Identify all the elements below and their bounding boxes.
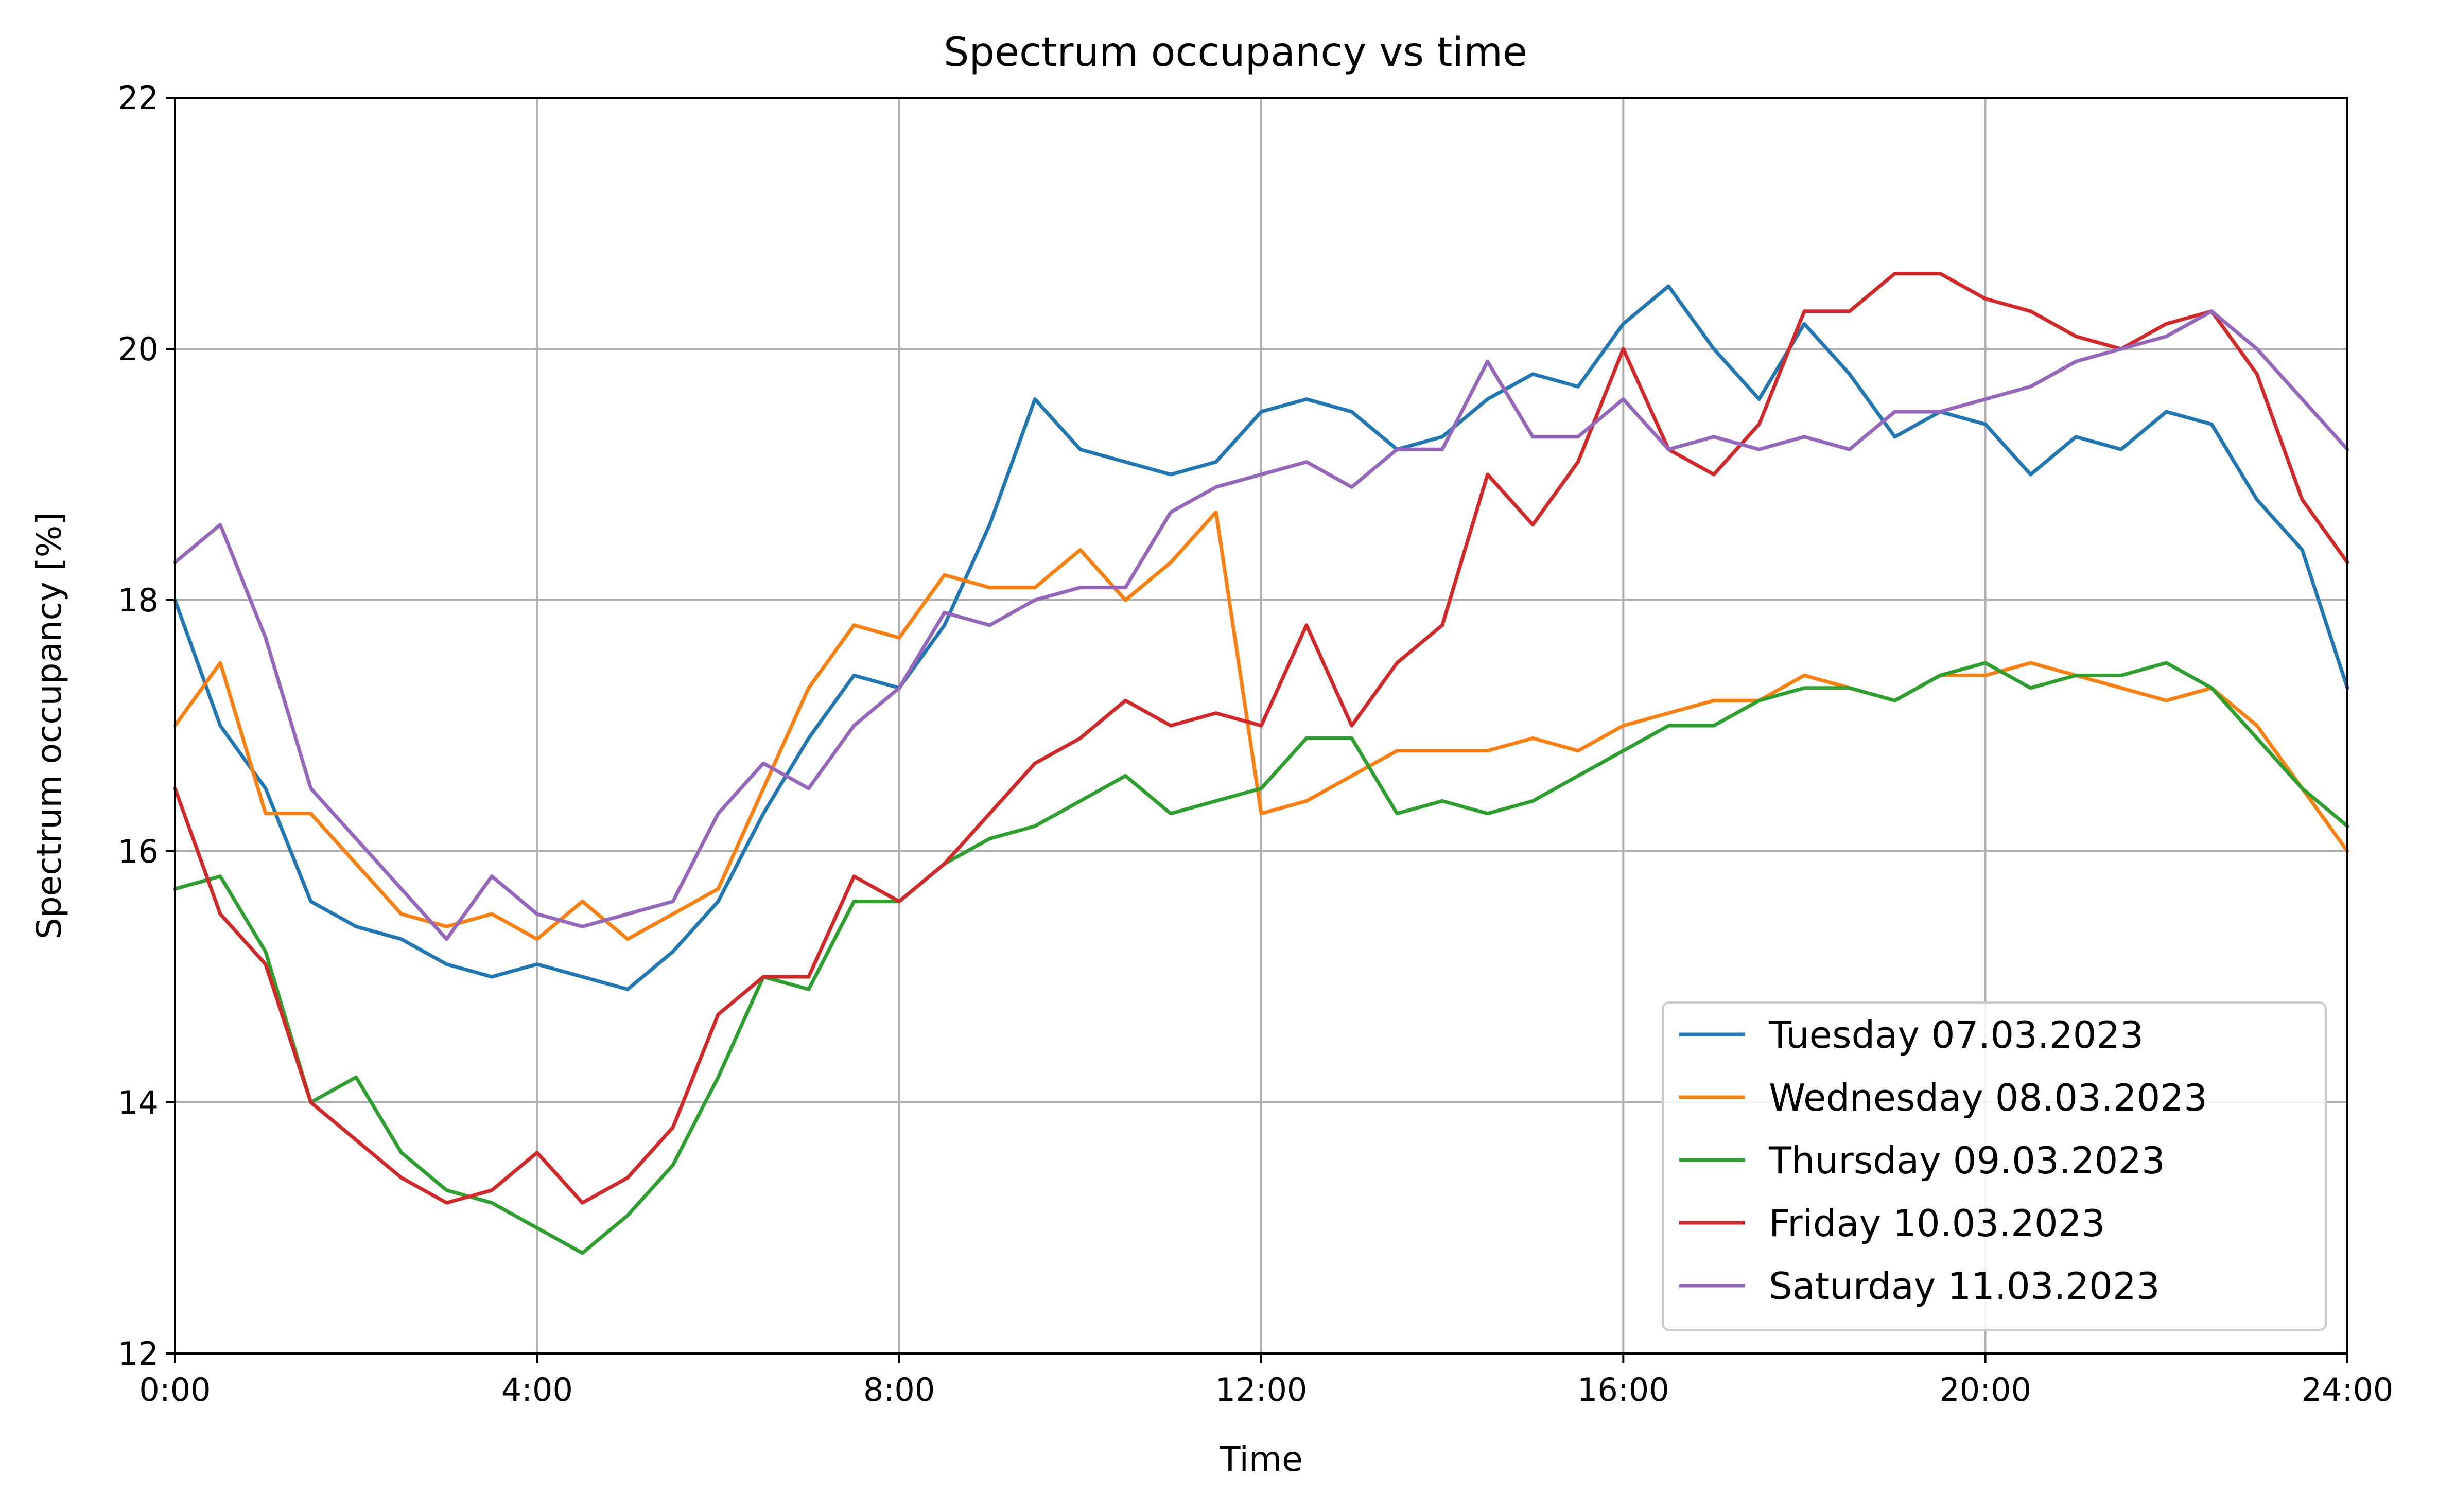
x-tick-label: 8:00: [863, 1371, 935, 1409]
y-tick-label: 12: [118, 1335, 159, 1373]
series-line-1: [173, 284, 2349, 991]
y-tick-label: 22: [118, 79, 159, 117]
legend-label: Wednesday 08.03.2023: [1769, 1076, 2207, 1119]
y-axis-ticks: 12 14 16 18 20 22: [118, 79, 175, 1373]
x-axis-label: Time: [1219, 1439, 1303, 1479]
legend-box: [1662, 1001, 2327, 1331]
x-tick-label: 4:00: [501, 1371, 573, 1409]
x-tick-label: 24:00: [2302, 1371, 2394, 1409]
x-axis-ticks: 0:00 4:00 8:00 12:00 16:00 20:00 24:00: [139, 1353, 2393, 1409]
y-tick-label: 14: [118, 1084, 159, 1121]
legend-label: Thursday 09.03.2023: [1768, 1139, 2165, 1182]
series-line-3: [173, 661, 2349, 1255]
y-axis-label: Spectrum occupancy [%]: [29, 512, 69, 939]
x-tick-label: 12:00: [1215, 1371, 1308, 1409]
series-line-2: [173, 510, 2349, 941]
legend: Tuesday 07.03.2023 Wednesday 08.03.2023 Th…: [1662, 1001, 2327, 1331]
legend-label: Friday 10.03.2023: [1769, 1202, 2105, 1245]
data-lines: [173, 272, 2349, 1255]
y-tick-label: 18: [118, 582, 159, 619]
x-tick-label: 16:00: [1577, 1371, 1669, 1409]
chart-title: Spectrum occupancy vs time: [944, 29, 1527, 76]
x-tick-label: 20:00: [1939, 1371, 2031, 1409]
series-line-4: [173, 272, 2349, 1205]
legend-label: Tuesday 07.03.2023: [1768, 1013, 2144, 1057]
legend-label: Saturday 11.03.2023: [1769, 1264, 2160, 1308]
x-tick-label: 0:00: [139, 1371, 211, 1409]
y-tick-label: 16: [118, 833, 159, 870]
y-tick-label: 20: [118, 330, 159, 368]
series-line-5: [173, 309, 2349, 941]
